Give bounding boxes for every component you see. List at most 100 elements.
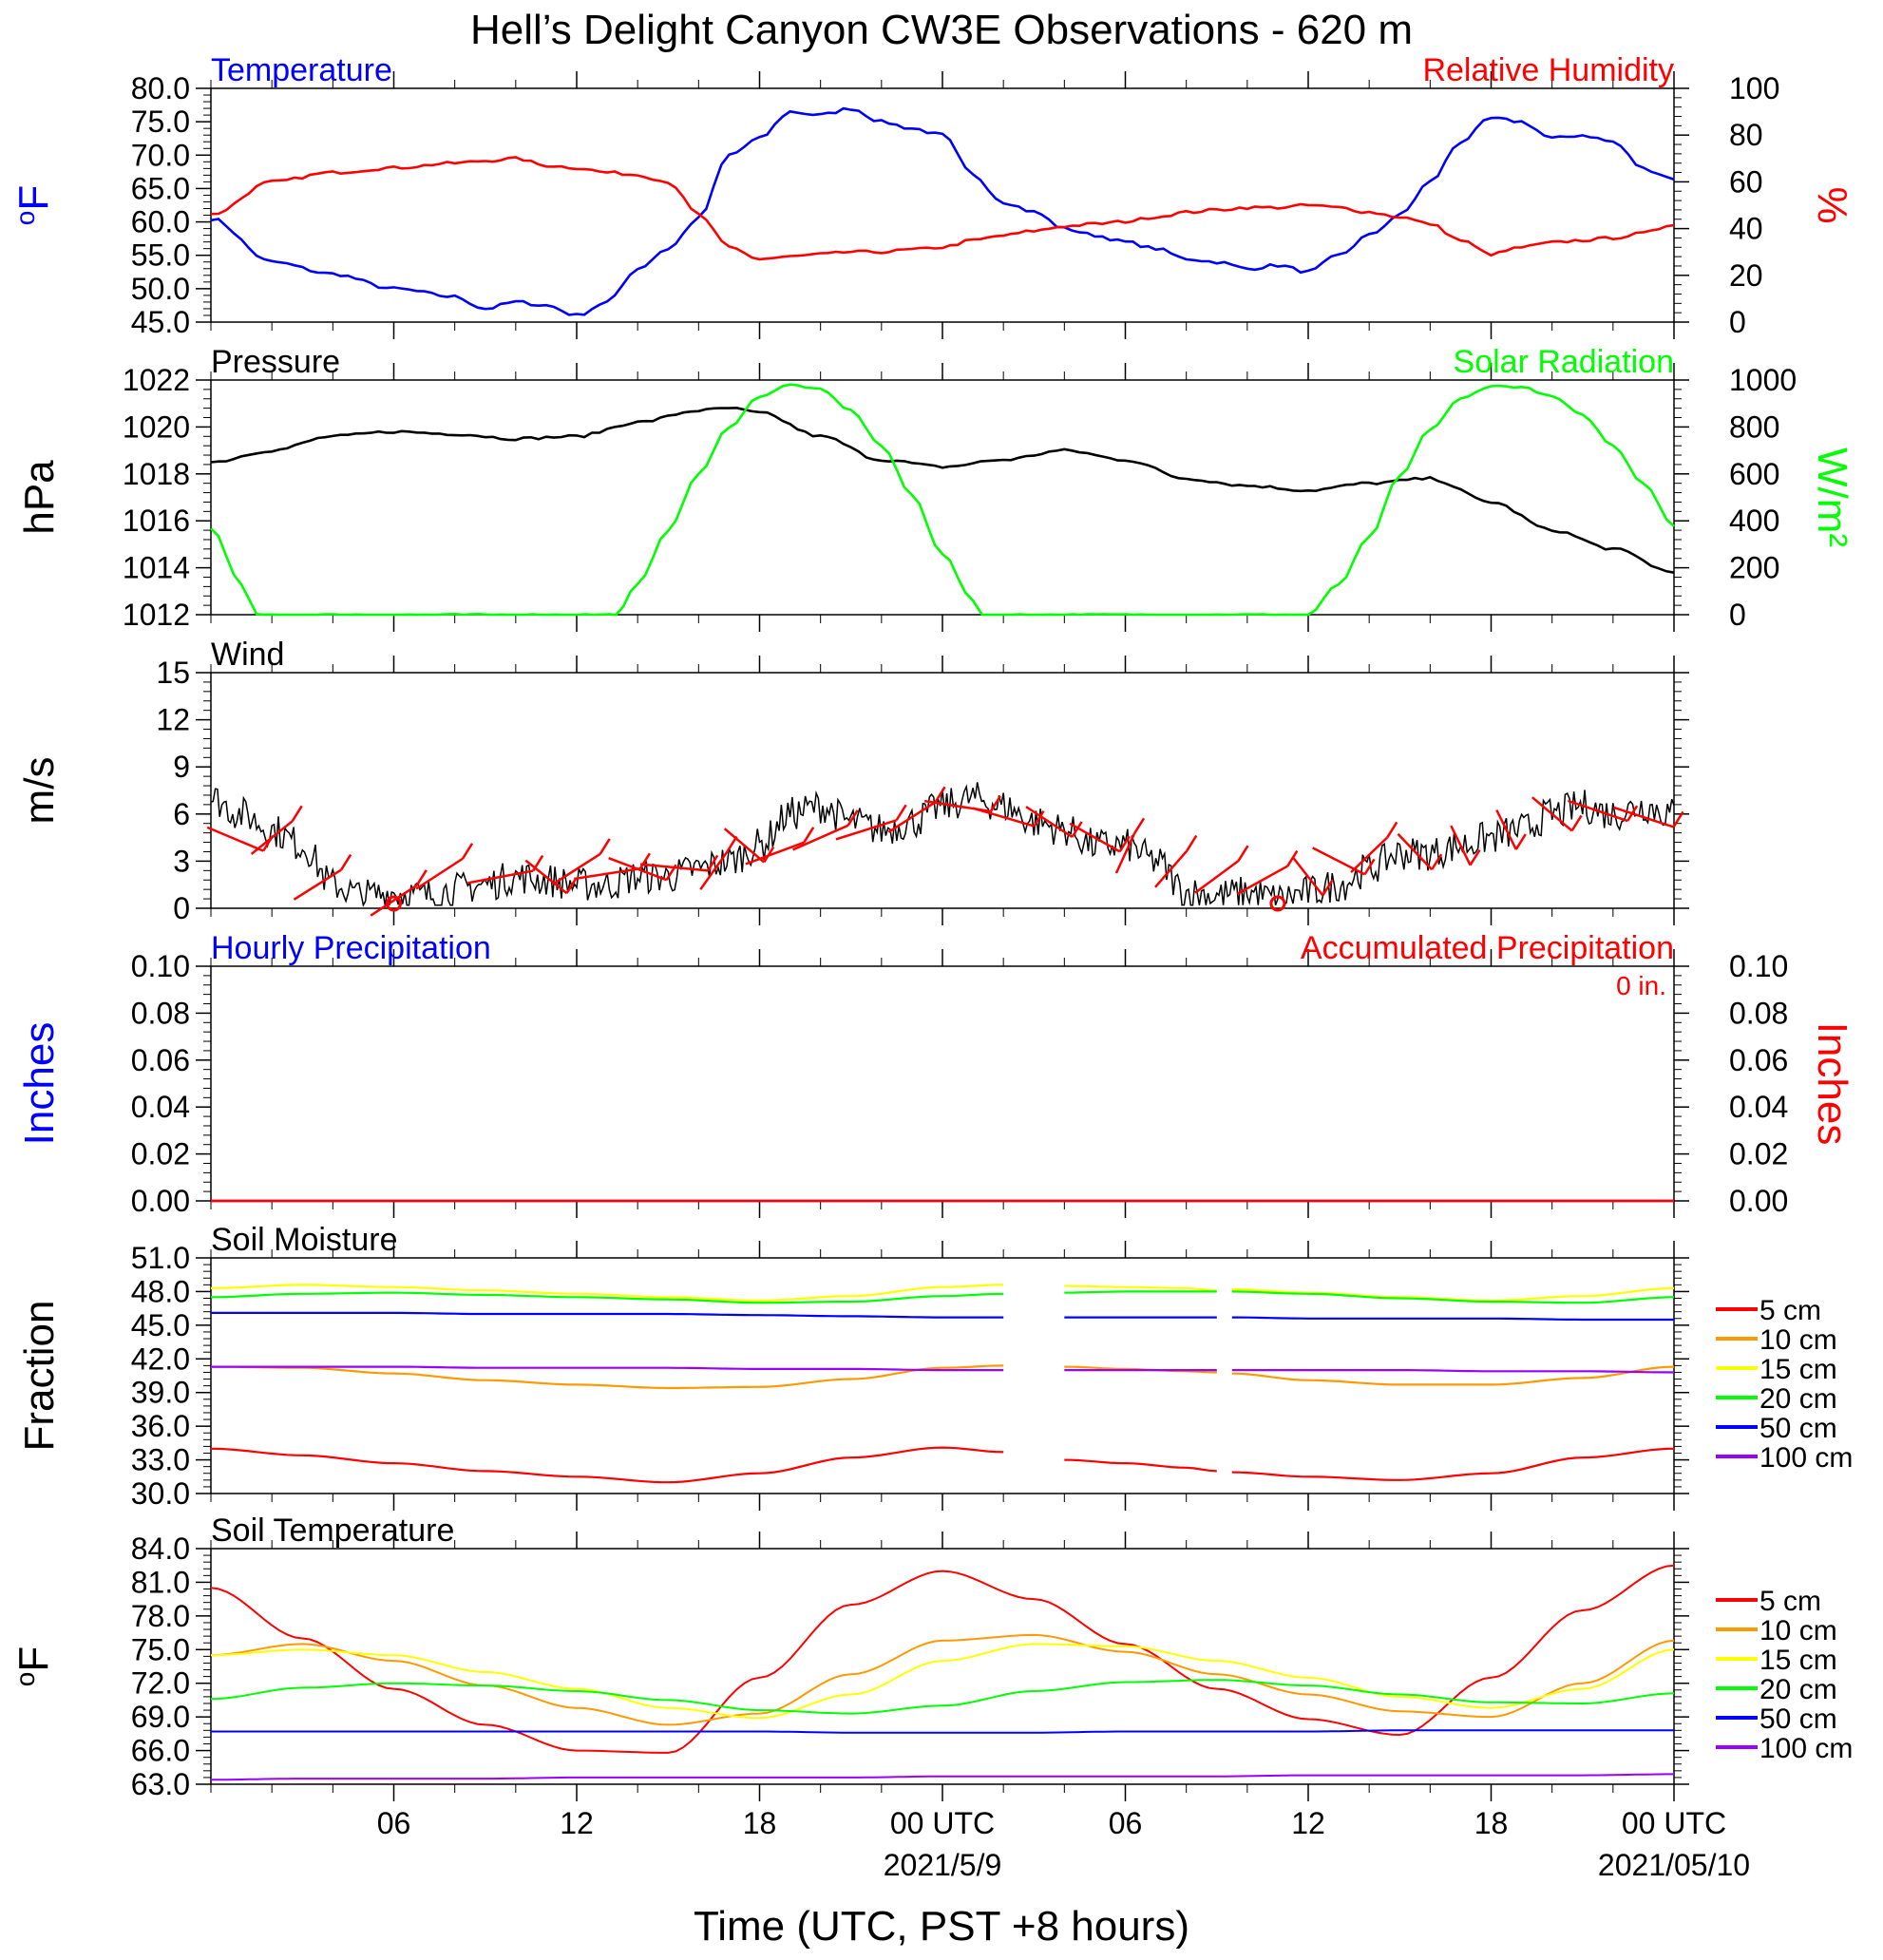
precip-total-annotation: 0 in. [1616,971,1666,1000]
legend-label: 50 cm [1759,1413,1837,1444]
series-line-temperature [210,106,1675,316]
series-line-10-cm [210,1633,1675,1726]
wind-barb-flag [1469,848,1481,866]
series-line-15-cm [210,1643,1675,1720]
x-tick-label: 06 [377,1806,411,1840]
y-tick-label-left: 80.0 [131,71,190,105]
unit-letter: F [10,185,57,211]
y-tick-label-left: 63.0 [131,1767,190,1801]
y-tick-label-left: 75.0 [131,105,190,139]
wind-barb-flag [1186,834,1198,852]
wind-barb-flag [340,853,352,871]
legend-label: 50 cm [1759,1703,1837,1735]
y-tick-label-right: 0.10 [1729,949,1788,983]
wind-barb [608,857,668,882]
panel-soil_temp: 63.066.069.072.075.078.081.084.0 Soil Tem… [10,1513,1853,1801]
y-tick-label-left: 1012 [123,598,190,632]
y-tick-label-right: 0 [1729,598,1746,632]
y-tick-label-left: 6 [173,797,190,831]
wind-barb [699,850,729,890]
wind-barb-flag [1033,809,1045,828]
wind-barb [1568,799,1628,823]
y-tick-label-left: 55.0 [131,238,190,273]
x-tick-label: 00 UTC [1622,1806,1726,1840]
y-axis-label-left: Fraction [16,1301,63,1452]
plot-frame [210,379,1675,616]
y-tick-label-left: 70.0 [131,138,190,172]
y-axis-label-right: % [1809,186,1855,223]
legend-label: 20 cm [1759,1383,1837,1415]
chart-title: Hell’s Delight Canyon CW3E Observations … [470,7,1413,53]
y-tick-label-left: 72.0 [131,1666,190,1701]
panels: 45.050.055.060.065.070.075.080.002040608… [10,52,1855,1882]
wind-barb [887,801,937,833]
wind-barb-flag [895,804,907,821]
wind-barb [972,807,1035,828]
y-axis-label-right: W/m² [1809,447,1855,547]
y-tick-label-left: 1014 [123,551,190,585]
legend-label: 10 cm [1759,1615,1837,1646]
series-line-5-cm [210,1446,1004,1484]
series-line-wind [210,782,1675,907]
wind-barb [1069,822,1121,853]
panel-title-right: Relative Humidity [1422,52,1674,88]
x-tick-label: 06 [1109,1806,1143,1840]
wind-barb [574,866,641,881]
y-tick-label-left: 3 [173,844,190,878]
wind-barb [524,859,568,895]
wind-barb [1531,796,1573,832]
panel-pres_solar: 1012 1014 1016 1018 1020 1022 0 200 400 600 800 100… [16,344,1855,632]
series-line-15-cm [1064,1284,1217,1292]
wind-barb-flag [1322,879,1334,897]
degree-superscript: o [10,211,40,226]
y-tick-label-left: 9 [173,750,190,784]
x-tick-label: 18 [1474,1806,1509,1840]
y-axis-label-left: hPa [16,460,63,535]
series-line-5-cm [1064,1458,1217,1473]
calm-wind-marker [1269,895,1286,912]
y-tick-label-left: 65.0 [131,171,190,205]
y-tick-label-left: 51.0 [131,1241,190,1275]
legend-label: 15 cm [1759,1354,1837,1385]
series-line-20-cm [1231,1290,1675,1304]
y-tick-label-left: 1020 [123,409,190,444]
legend-label: 5 cm [1759,1586,1821,1617]
y-tick-label-left: 75.0 [131,1632,190,1666]
y-tick-label-left: 33.0 [131,1443,190,1477]
y-tick-label-right: 0.08 [1729,996,1788,1030]
y-tick-label-right: 200 [1729,551,1779,585]
series-line-5-cm [210,1564,1675,1754]
panel-title-right: Accumulated Precipitation [1301,930,1674,966]
x-date-label: 2021/05/10 [1598,1848,1750,1882]
wind-barb [1350,836,1389,874]
y-tick-label-right: 60 [1729,164,1763,199]
wind-barb-flag [638,852,651,869]
wind-barb-flag [1431,853,1443,870]
wind-barb-flag [565,877,578,894]
series-line-10-cm [211,1364,1004,1390]
y-tick-label-left: 69.0 [131,1700,190,1734]
y-tick-label-left: 45.0 [131,1308,190,1342]
y-tick-label-left: 36.0 [131,1409,190,1443]
wind-barb-flag [934,786,946,804]
y-tick-label-left: 45.0 [131,305,190,339]
wind-barb [1236,865,1288,895]
legend-label: 15 cm [1759,1645,1837,1676]
wind-barb-flag [803,827,815,844]
wind-barb-flag [1071,821,1083,838]
wind-barb [792,824,849,851]
y-tick-label-right: 0 [1729,305,1746,339]
y-axis-label-left: oF [10,185,57,225]
panel-title-right: Solar Radiation [1454,344,1674,380]
series-line-20-cm [211,1291,1004,1304]
wind-barb [552,852,601,885]
series-line-relative-humidity [210,156,1675,261]
panel-soil_moist: 30.033.036.039.042.045.048.051.0 Soil Moi… [16,1222,1853,1511]
series-line-100-cm [211,1773,1674,1781]
wind-barb [250,820,294,855]
wind-barb [1312,847,1366,876]
wind-barb-flag [1570,814,1583,832]
series-line-15-cm [210,1284,1004,1303]
